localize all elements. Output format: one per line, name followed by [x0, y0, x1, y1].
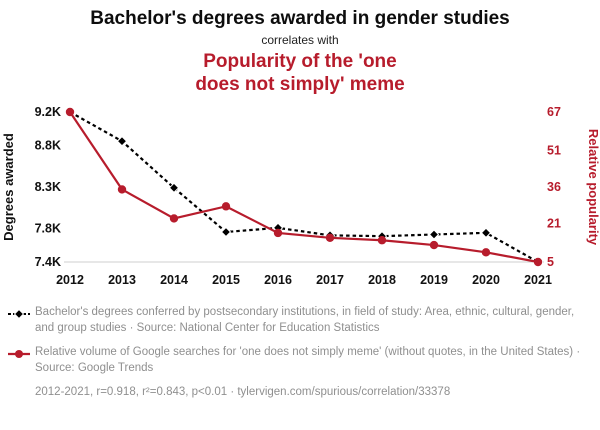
- chart-header: Bachelor's degrees awarded in gender stu…: [0, 0, 600, 96]
- left-axis-tick-label: 7.8K: [35, 222, 61, 236]
- legend-item-meme: Relative volume of Google searches for '…: [8, 345, 582, 376]
- diamond-marker: [480, 227, 492, 239]
- chart-area: 9.2K 8.8K 8.3K 7.8K 7.4K 67 51 36 21 5 2012 2013 201…: [0, 96, 600, 297]
- correlates-with-text: correlates with: [261, 33, 339, 47]
- right-axis-title: Relative popularity: [586, 129, 600, 246]
- x-axis-tick-label: 2014: [160, 273, 188, 287]
- chart-legend: Bachelor's degrees conferred by postseco…: [0, 297, 600, 400]
- diamond-marker: [168, 182, 180, 194]
- left-axis-tick-label: 8.8K: [35, 139, 61, 153]
- series-line-diamond: [69, 111, 539, 264]
- left-axis-tick-label: 8.3K: [35, 180, 61, 194]
- right-axis-tick-label: 21: [547, 217, 561, 231]
- x-axis-tick-label: 2020: [472, 273, 500, 287]
- series-line-circle: [69, 111, 539, 264]
- subtitle-line-1: Popularity of the 'one: [203, 51, 397, 72]
- diamond-marker: [220, 227, 232, 238]
- meme-series-marker-icon: [8, 350, 30, 359]
- diamond-marker: [428, 229, 440, 241]
- footer-text: 2012-2021, r=0.918, r²=0.843, p<0.01 · t…: [35, 385, 451, 398]
- circle-marker: [117, 185, 127, 194]
- x-axis-tick-label: 2016: [264, 273, 292, 287]
- x-axis-tick-label: 2021: [524, 273, 552, 287]
- x-axis-tick-label: 2019: [420, 273, 448, 287]
- x-axis-tick-label: 2013: [108, 273, 136, 287]
- legend-item-degrees: Bachelor's degrees conferred by postseco…: [8, 305, 582, 336]
- circle-marker: [273, 229, 283, 238]
- right-axis-tick-label: 67: [547, 105, 561, 119]
- subtitle-red: Popularity of the 'one does not simply' …: [0, 50, 600, 96]
- circle-marker: [169, 214, 179, 223]
- circle-marker: [429, 241, 439, 250]
- left-axis-title: Degrees awarded: [1, 133, 16, 241]
- circle-marker: [481, 248, 491, 257]
- x-axis-tick-label: 2017: [316, 273, 344, 287]
- diamond-marker: [116, 136, 128, 147]
- x-axis-tick-label: 2018: [368, 273, 396, 287]
- x-axis-tick-label: 2015: [212, 273, 240, 287]
- subtitle-line-2: does not simply' meme: [195, 74, 405, 96]
- right-axis-tick-label: 36: [547, 180, 561, 194]
- legend-text-degrees: Bachelor's degrees conferred by postseco…: [35, 306, 575, 334]
- right-axis-tick-label: 51: [547, 144, 561, 158]
- legend-text-meme: Relative volume of Google searches for '…: [35, 346, 581, 374]
- circle-marker: [325, 233, 335, 243]
- right-axis-tick-label: 5: [547, 255, 554, 269]
- page-title: Bachelor's degrees awarded in gender stu…: [90, 8, 510, 29]
- circle-marker: [533, 258, 543, 267]
- circle-marker: [65, 108, 75, 117]
- left-axis-tick-label: 7.4K: [35, 255, 61, 269]
- degrees-series-marker-icon: [8, 309, 30, 320]
- chart-svg: 9.2K 8.8K 8.3K 7.8K 7.4K 67 51 36 21 5 2012 2013 201…: [1, 105, 600, 287]
- x-axis-tick-label: 2012: [56, 273, 84, 287]
- circle-marker: [221, 202, 231, 211]
- left-axis-tick-label: 9.2K: [35, 105, 61, 119]
- circle-marker: [377, 236, 387, 245]
